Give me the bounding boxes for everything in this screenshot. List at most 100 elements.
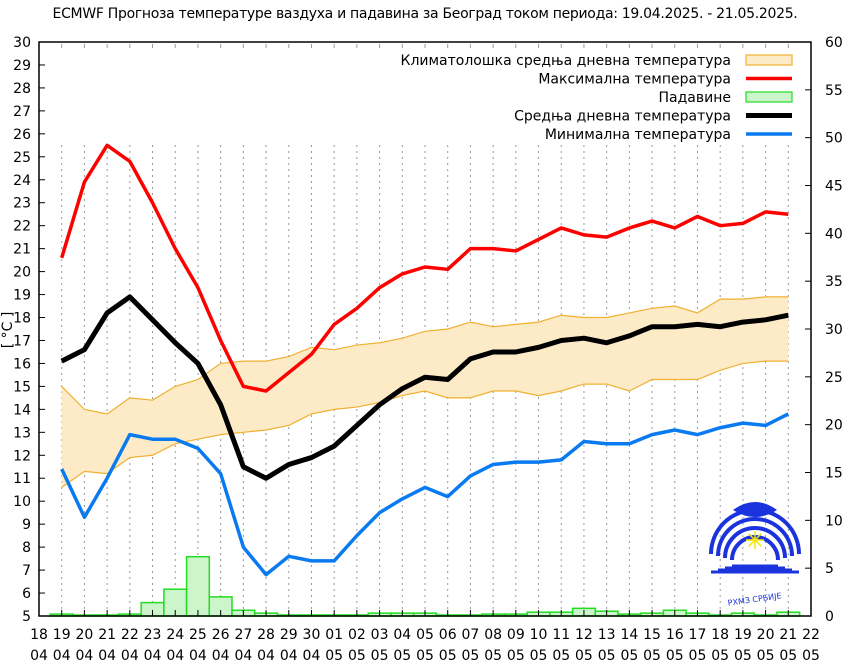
x-tick-day: 21 (98, 627, 116, 643)
y2-tick-label: 30 (825, 322, 843, 338)
logo-sun-ray (748, 533, 756, 541)
x-tick-day: 02 (348, 627, 366, 643)
precip-bar (185, 555, 211, 617)
x-tick-month: 05 (439, 648, 457, 664)
x-tick-month: 05 (552, 648, 570, 664)
x-tick-month: 04 (53, 648, 71, 664)
x-tick-day: 08 (484, 627, 502, 643)
x-tick-month: 05 (484, 648, 502, 664)
climatology-upper-edge (61, 296, 789, 415)
y2-tick-label: 10 (825, 513, 843, 529)
mean-temp-line (60, 294, 789, 481)
logo-arc (716, 517, 794, 557)
y2-tick-label: 35 (825, 274, 843, 290)
x-axis: 1804190420042104220423042404250426042704… (30, 610, 820, 664)
x-tick-month: 04 (257, 648, 275, 664)
y-tick-label: 18 (13, 311, 31, 327)
x-tick-day: 18 (30, 627, 48, 643)
x-tick-day: 04 (393, 627, 411, 643)
x-tick-day: 30 (303, 627, 321, 643)
y-tick-label: 8 (22, 540, 31, 556)
y-tick-label: 25 (13, 150, 31, 166)
x-tick-month: 05 (325, 648, 343, 664)
logo-caption: РХМЗ СРБИЈЕ (727, 591, 782, 607)
y2-tick-label: 25 (825, 370, 843, 386)
y-tick-label: 29 (13, 58, 31, 74)
y2-tick-label: 15 (825, 466, 843, 482)
y-tick-label: 24 (13, 173, 31, 189)
x-tick-day: 22 (121, 627, 139, 643)
x-tick-month: 05 (689, 648, 707, 664)
x-tick-day: 15 (643, 627, 661, 643)
x-tick-month: 05 (371, 648, 389, 664)
x-tick-day: 03 (371, 627, 389, 643)
y-tick-label: 23 (13, 196, 31, 212)
x-tick-day: 17 (689, 627, 707, 643)
y2-tick-label: 40 (825, 226, 843, 242)
x-tick-month: 04 (144, 648, 162, 664)
x-tick-day: 19 (734, 627, 752, 643)
y-tick-label: 17 (13, 333, 31, 349)
x-tick-day: 11 (552, 627, 570, 643)
y-tick-label: 21 (13, 242, 31, 258)
x-tick-month: 04 (30, 648, 48, 664)
x-tick-month: 04 (98, 648, 116, 664)
x-tick-day: 22 (802, 627, 820, 643)
logo-sun-ray (754, 533, 762, 541)
x-tick-month: 05 (575, 648, 593, 664)
x-tick-day: 20 (75, 627, 93, 643)
y-tick-label: 11 (13, 471, 31, 487)
x-tick-month: 05 (666, 648, 684, 664)
x-tick-day: 25 (189, 627, 207, 643)
legend-swatch-box (745, 54, 793, 66)
legend-swatch-box (745, 91, 793, 103)
x-tick-month: 05 (620, 648, 638, 664)
x-tick-day: 23 (144, 627, 162, 643)
x-tick-month: 04 (75, 648, 93, 664)
y-tick-label: 5 (22, 609, 31, 625)
x-tick-month: 05 (461, 648, 479, 664)
y-tick-label: 19 (13, 288, 31, 304)
x-tick-month: 05 (734, 648, 752, 664)
x-tick-month: 05 (802, 648, 820, 664)
x-tick-month: 05 (530, 648, 548, 664)
x-tick-day: 28 (257, 627, 275, 643)
y-tick-label: 7 (22, 563, 31, 579)
x-tick-day: 06 (439, 627, 457, 643)
legend-label: Минимална температура (545, 127, 731, 143)
legend-label: Средња дневна температура (514, 109, 731, 125)
x-tick-month: 05 (779, 648, 797, 664)
x-tick-day: 14 (620, 627, 638, 643)
y2-tick-label: 20 (825, 418, 843, 434)
y-tick-label: 26 (13, 127, 31, 143)
temperature-lines (60, 143, 790, 577)
x-tick-month: 05 (711, 648, 729, 664)
x-tick-month: 04 (280, 648, 298, 664)
y-tick-label: 14 (13, 402, 31, 418)
min-temp-line (60, 412, 790, 577)
x-tick-day: 07 (461, 627, 479, 643)
x-tick-month: 04 (121, 648, 139, 664)
y-tick-label: 22 (13, 219, 31, 235)
legend-label: Падавине (659, 90, 731, 106)
x-tick-month: 05 (348, 648, 366, 664)
x-tick-day: 13 (598, 627, 616, 643)
x-tick-day: 21 (779, 627, 797, 643)
y-tick-label: 20 (13, 265, 31, 281)
legend-label: Максимална температура (538, 72, 731, 88)
x-tick-day: 16 (666, 627, 684, 643)
logo-sun-ray (754, 539, 762, 547)
y-tick-label: 27 (13, 104, 31, 120)
x-tick-month: 05 (416, 648, 434, 664)
x-tick-month: 05 (393, 648, 411, 664)
max-temp-line (60, 143, 789, 393)
y-axis-left: 5 6 7 8 9 10 11 12 13 14 15 16 17 18 19 20 21 22 23 24 25 26 2… (13, 35, 45, 625)
y2-tick-label: 55 (825, 83, 843, 99)
x-tick-day: 01 (325, 627, 343, 643)
rhmz-logo-icon: РХМЗ СРБИЈЕ (709, 502, 801, 608)
y-tick-label: 9 (22, 517, 31, 533)
y-axis-label: [ °C ] (0, 312, 16, 349)
y-tick-label: 6 (22, 586, 31, 602)
logo-arc (723, 526, 787, 559)
